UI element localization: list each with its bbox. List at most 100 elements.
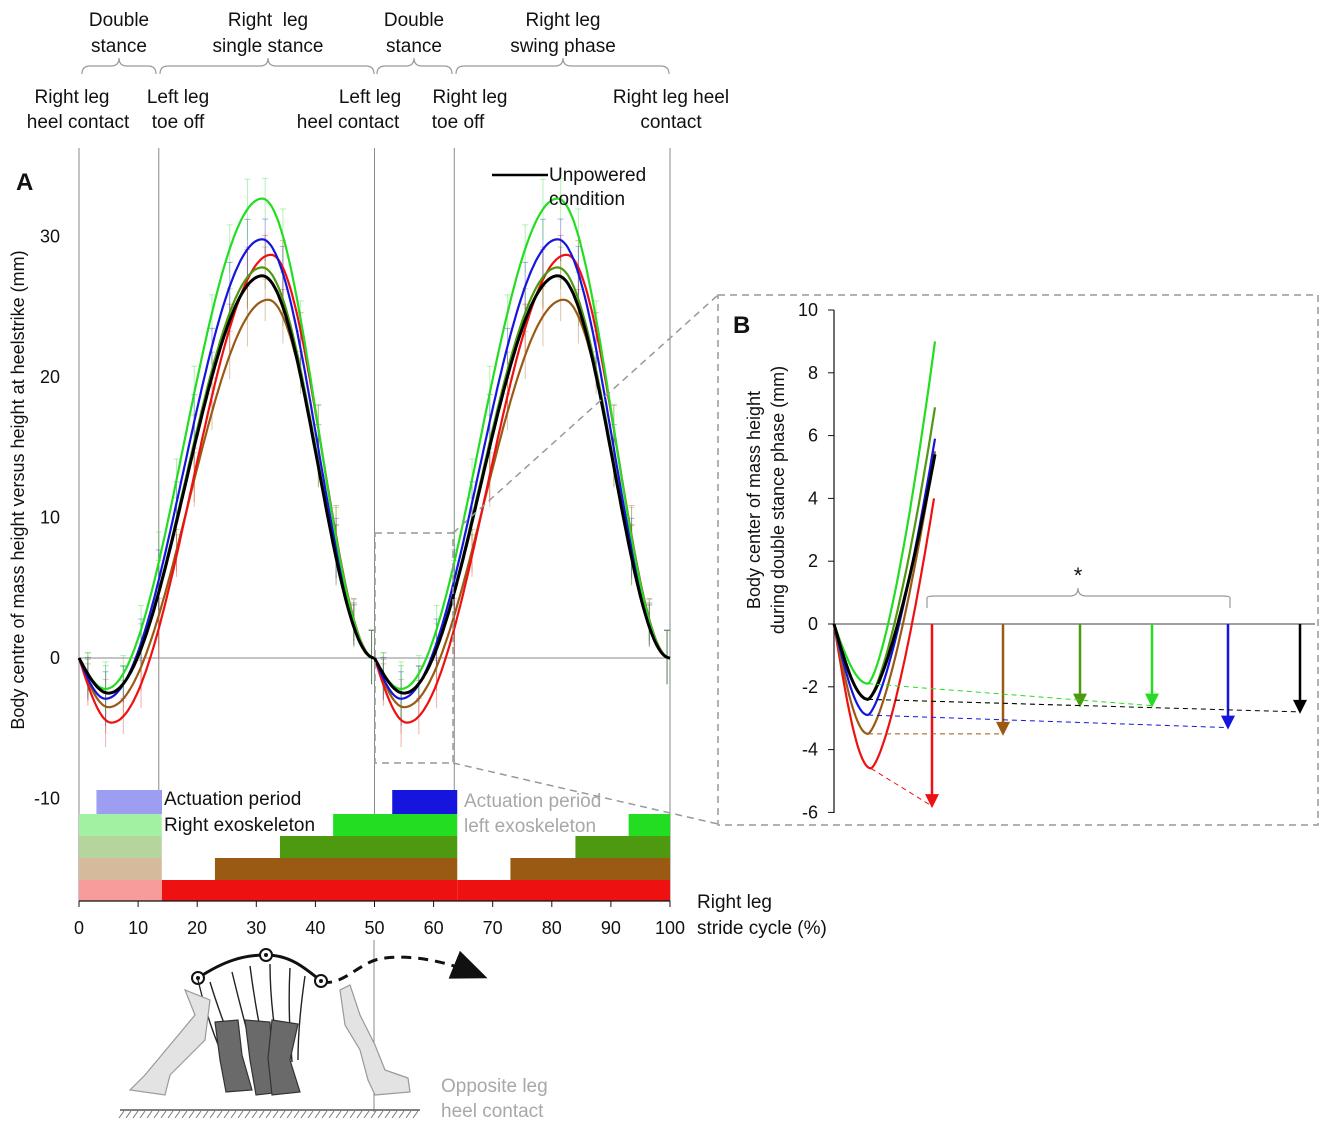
x-axis-label-line1: Right leg [697,892,772,913]
com-trajectory-dashed [321,950,488,984]
b-curve-1 [832,451,937,736]
x-tick-100: 100 [655,918,685,938]
panel-a-label: A [16,169,33,196]
x-tick-0: 0 [74,918,84,938]
hatch-line [342,1110,349,1119]
hatch-line [405,1110,412,1119]
event-3-line1: Left leg [339,87,401,108]
event-3-line2: heel contact [297,112,400,133]
hatch-line [286,1110,293,1119]
actuation-bar-left-0 [392,790,458,814]
curve-1-half-1 [373,238,671,700]
b-arrow-head-3 [1145,693,1159,708]
phase-labels: Double stance Right leg single stance Do… [89,10,616,57]
hatch-line [328,1110,335,1119]
b-dash-link-3 [867,683,1153,707]
com-trajectory [197,953,322,983]
actuation-right-line1: Actuation period [164,789,301,810]
x-tick-40: 40 [305,918,325,938]
hatch-line [188,1110,195,1119]
hatch-line [237,1110,244,1119]
panel-b-y-label-line1: Body center of mass height [744,391,764,609]
b-arrow-head-2 [1073,693,1087,708]
b-y-tick--6: -6 [802,802,818,822]
actuation-bar-right-1 [333,814,458,836]
x-tick-90: 90 [601,918,621,938]
event-4-line2: toe off [432,112,485,133]
curve-0-half-1 [373,197,671,691]
hatch-line [349,1110,356,1119]
phase-double-stance-2-line2: stance [386,36,442,57]
hatch-line [377,1110,384,1119]
significance-bracket [926,587,1231,608]
panel-b-y-ticks: -6 -4 -2 0 2 4 6 8 10 [798,300,834,822]
hatch-line [258,1110,265,1119]
hatch-line [216,1110,223,1119]
y-tick-10: 10 [40,508,60,528]
hatch-line [195,1110,202,1119]
actuation-bar-right-4 [161,880,458,901]
actuation-left-line2: left exoskeleton [464,816,596,837]
b-y-tick-2: 2 [808,551,818,571]
x-tick-80: 80 [542,918,562,938]
hatch-line [279,1110,286,1119]
curve-1-half-0 [77,238,375,700]
b-curve-3 [832,341,937,685]
hatch-line [370,1110,377,1119]
actuation-bar-right-2 [279,836,458,858]
actuation-bar-left-3 [510,858,670,880]
b-arrow-head-1 [996,721,1010,736]
b-y-tick--2: -2 [802,677,818,697]
hatch-line [335,1110,342,1119]
hatch-line [174,1110,181,1119]
phase-single-stance-line1: Right leg [228,10,308,31]
walking-illustration: Opposite leg heel contact [118,940,548,1122]
actuation-bar-left-1 [628,814,670,836]
hatch-line [118,1110,125,1119]
b-y-tick-0: 0 [808,614,818,634]
b-arrow-head-5 [1293,699,1307,714]
event-5-line2: contact [640,112,702,133]
b-dash-link-4 [867,714,1229,729]
curve-5-half-1 [373,274,671,695]
panel-a-y-ticks: -10 0 10 20 30 [34,227,60,809]
zoom-box [374,532,454,764]
hatch-line [412,1110,419,1119]
x-tick-60: 60 [424,918,444,938]
x-tick-70: 70 [483,918,503,938]
hatch-line [391,1110,398,1119]
y-tick--10: -10 [34,789,60,809]
ground-hatch [118,1110,419,1119]
event-1-line2: heel contact [27,112,130,133]
hatch-line [230,1110,237,1119]
panel-b-frame [717,294,1319,826]
x-axis-label-line2: stride cycle (%) [697,918,827,939]
hatch-line [146,1110,153,1119]
panel-b-y-label-line2: during double stance phase (mm) [768,366,788,634]
y-tick-20: 20 [40,367,60,387]
hatch-line [300,1110,307,1119]
phase-swing-line1: Right leg [526,10,601,31]
hatch-line [153,1110,160,1119]
phase-double-stance-1-line1: Double [89,10,149,31]
b-y-tick-10: 10 [798,300,818,320]
curve-5-half-0 [77,274,375,695]
event-4-line1: Right leg [433,87,508,108]
hatch-line [181,1110,188,1119]
legend-unpowered-line2: condition [549,189,625,210]
front-leg [339,984,411,1096]
zoom-connector-bottom [452,762,719,825]
actuation-right-line2: Right exoskeleton [164,815,315,836]
phase-single-stance-line2: single stance [213,36,324,57]
actuation-bars [79,790,670,901]
hatch-line [265,1110,272,1119]
hatch-line [272,1110,279,1119]
x-tick-20: 20 [187,918,207,938]
y-tick-0: 0 [50,648,60,668]
panel-a-x-ticks: 0 10 20 30 40 50 60 70 80 90 100 [74,901,685,938]
hatch-line [132,1110,139,1119]
x-tick-10: 10 [128,918,148,938]
event-1-line1: Right leg [35,87,110,108]
hatch-line [293,1110,300,1119]
hatch-line [307,1110,314,1119]
